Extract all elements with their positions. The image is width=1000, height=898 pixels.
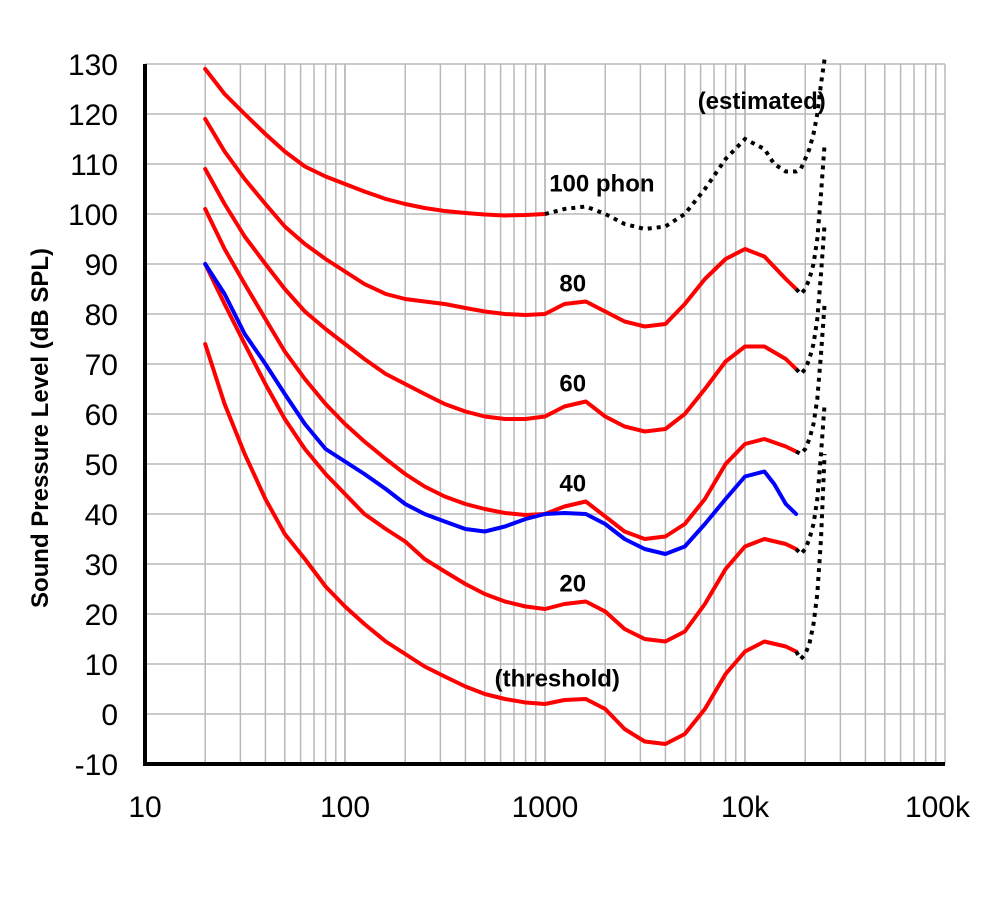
x-tick-label: 100 xyxy=(320,791,370,824)
curve-label: (estimated) xyxy=(698,88,826,115)
phon-curve xyxy=(203,262,799,644)
curve-label: 40 xyxy=(559,471,586,498)
y-tick-label: 20 xyxy=(85,599,118,632)
y-tick-labels: -10 0 10 20 30 40 50 60 70 80 90 100 110 120 130 xyxy=(68,49,118,782)
estimated-curve-segment xyxy=(794,453,827,663)
estimated-curve-segment xyxy=(794,143,827,297)
phon-curve xyxy=(203,342,799,746)
curves xyxy=(203,58,827,746)
y-tick-label: 80 xyxy=(85,299,118,332)
y-tick-label: 60 xyxy=(85,399,118,432)
phon-curve xyxy=(203,117,799,329)
estimated-curve-segment xyxy=(794,223,827,377)
estimated-curve-segment xyxy=(794,403,827,557)
grid-lines xyxy=(145,63,946,765)
phon-curve xyxy=(203,167,799,434)
y-tick-label: 130 xyxy=(68,49,118,82)
curve-label: 20 xyxy=(559,571,586,598)
curve-label: 60 xyxy=(559,371,586,398)
y-tick-label: 100 xyxy=(68,199,118,232)
x-tick-labels: 10 100 1000 10k 100k xyxy=(128,791,971,824)
y-tick-label: 70 xyxy=(85,349,118,382)
x-tick-label: 100k xyxy=(905,791,971,824)
curve-label: (threshold) xyxy=(495,666,620,693)
estimated-curve-segment xyxy=(795,303,827,457)
y-tick-label: 10 xyxy=(85,649,118,682)
y-tick-label: 120 xyxy=(68,99,118,132)
y-axis-title: Sound Pressure Level (dB SPL) xyxy=(27,248,54,608)
y-tick-label: 50 xyxy=(85,449,118,482)
estimated-curve-segment xyxy=(544,58,827,232)
curve-labels: (estimated) 100 phon 80 60 40 20 (threshold) xyxy=(495,88,826,693)
curve-label: 100 phon xyxy=(549,171,654,198)
phon-curve xyxy=(203,67,547,218)
axes xyxy=(143,64,945,766)
y-tick-label: 90 xyxy=(85,249,118,282)
y-tick-label: 110 xyxy=(70,149,118,182)
x-tick-label: 1000 xyxy=(512,791,579,824)
reference-curve xyxy=(203,262,799,556)
curve-label: 80 xyxy=(559,271,586,298)
y-tick-label: 40 xyxy=(85,499,118,532)
phon-curve xyxy=(203,207,799,541)
y-tick-label: 30 xyxy=(85,549,118,582)
y-tick-label: 0 xyxy=(101,699,118,732)
x-tick-label: 10 xyxy=(128,791,161,824)
x-tick-label: 10k xyxy=(721,791,770,824)
y-tick-label: -10 xyxy=(75,749,118,782)
